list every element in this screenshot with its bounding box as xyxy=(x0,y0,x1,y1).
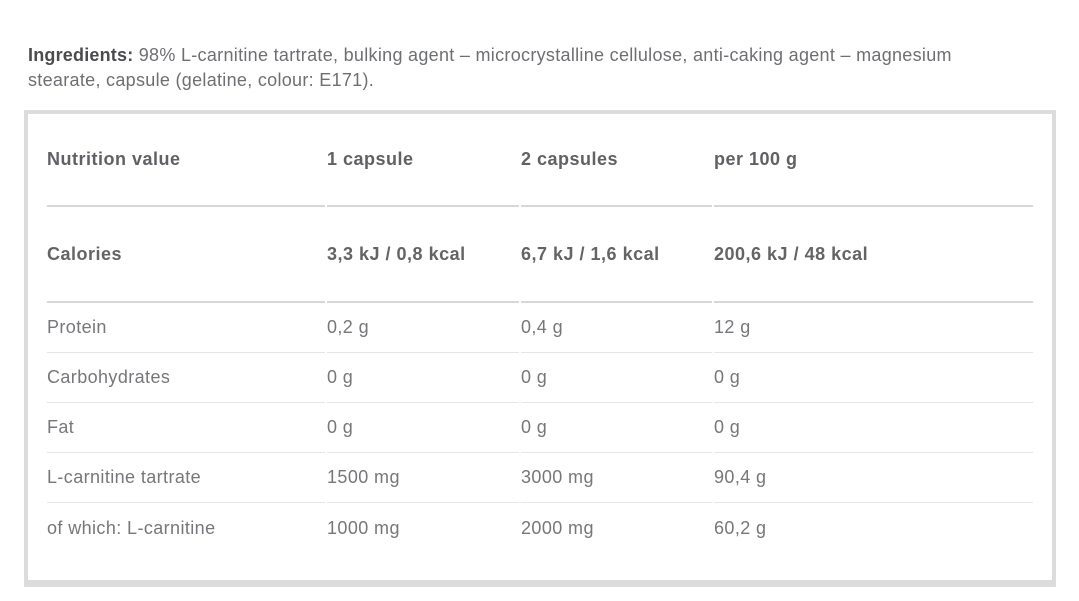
value-1-capsule: 0 g xyxy=(327,403,519,453)
value-1-capsule: 0,2 g xyxy=(327,303,519,353)
value-1-capsule: 1500 mg xyxy=(327,453,519,503)
table-header-row: Nutrition value 1 capsule 2 capsules per… xyxy=(47,114,1033,207)
table-row-carbohydrates: Carbohydrates 0 g 0 g 0 g xyxy=(47,353,1033,403)
header-per-100-g: per 100 g xyxy=(714,114,1033,207)
value-2-capsules: 6,7 kJ / 1,6 kcal xyxy=(521,207,712,303)
value-1-capsule: 1000 mg xyxy=(327,517,400,538)
table-row-calories: Calories 3,3 kJ / 0,8 kcal 6,7 kJ / 1,6 … xyxy=(47,207,1033,303)
value-per-100-g: 0 g xyxy=(714,403,1033,453)
nutrition-table: Nutrition value 1 capsule 2 capsules per… xyxy=(45,114,1035,553)
value-per-100-g: 0 g xyxy=(714,353,1033,403)
nutrient-name: Protein xyxy=(47,303,325,353)
value-2-capsules: 3000 mg xyxy=(521,453,712,503)
nutrient-name: Fat xyxy=(47,403,325,453)
nutrient-name: Carbohydrates xyxy=(47,353,325,403)
value-2-capsules: 0 g xyxy=(521,353,712,403)
ingredients-paragraph: Ingredients: 98% L-carnitine tartrate, b… xyxy=(28,43,1018,93)
ingredients-text: 98% L-carnitine tartrate, bulking agent … xyxy=(28,45,952,90)
table-row-fat: Fat 0 g 0 g 0 g xyxy=(47,403,1033,453)
ingredients-label: Ingredients: xyxy=(28,45,134,65)
header-1-capsule: 1 capsule xyxy=(327,114,519,207)
table-row-l-carnitine-tartrate: L-carnitine tartrate 1500 mg 3000 mg 90,… xyxy=(47,453,1033,503)
nutrition-facts-card: Nutrition value 1 capsule 2 capsules per… xyxy=(24,110,1056,587)
value-2-capsules: 2000 mg xyxy=(521,517,594,538)
nutrient-name: L-carnitine tartrate xyxy=(47,453,325,503)
header-2-capsules: 2 capsules xyxy=(521,114,712,207)
value-2-capsules: 0,4 g xyxy=(521,303,712,353)
value-per-100-g: 12 g xyxy=(714,303,1033,353)
table-row-of-which-l-carnitine: of which: L-carnitine 1000 mg 2000 mg 60… xyxy=(47,503,1033,553)
value-per-100-g: 90,4 g xyxy=(714,453,1033,503)
value-1-capsule: 0 g xyxy=(327,353,519,403)
value-per-100-g: 200,6 kJ / 48 kcal xyxy=(714,207,1033,303)
header-nutrition-value: Nutrition value xyxy=(47,114,325,207)
nutrient-name: of which: L-carnitine xyxy=(47,517,216,538)
nutrient-name: Calories xyxy=(47,207,325,303)
value-per-100-g: 60,2 g xyxy=(714,517,767,538)
value-1-capsule: 3,3 kJ / 0,8 kcal xyxy=(327,207,519,303)
value-2-capsules: 0 g xyxy=(521,403,712,453)
table-row-protein: Protein 0,2 g 0,4 g 12 g xyxy=(47,303,1033,353)
